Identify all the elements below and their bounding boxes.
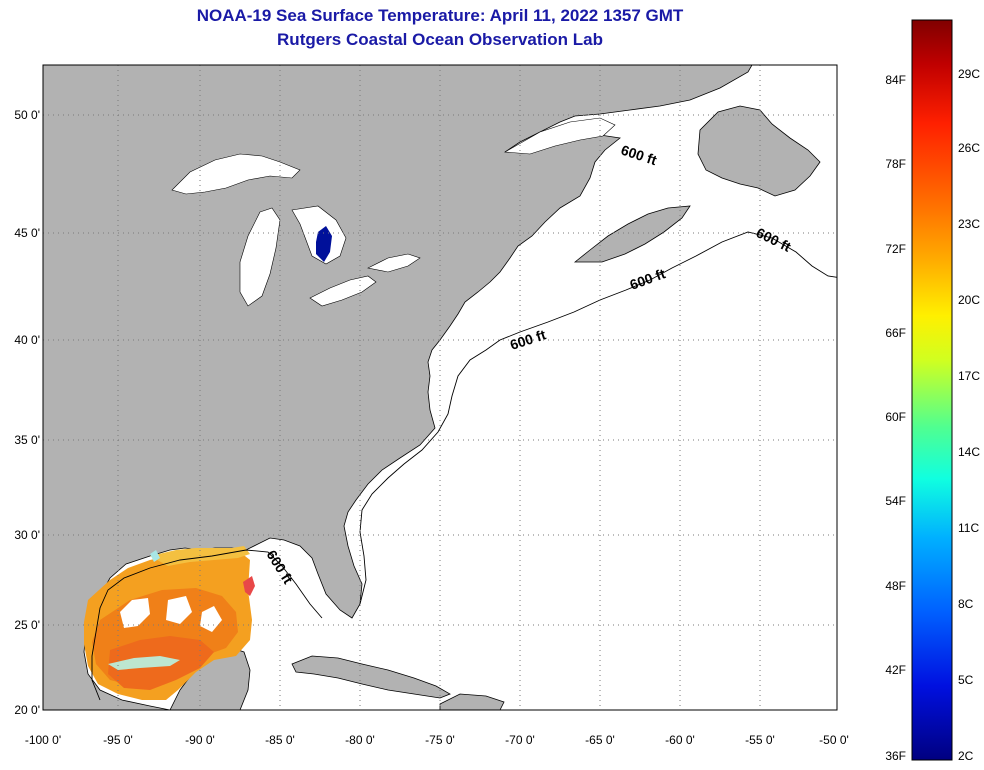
lat-label: 20 0' — [14, 703, 40, 717]
lat-label: 35 0' — [14, 433, 40, 447]
map-title: NOAA-19 Sea Surface Temperature: April 1… — [196, 6, 684, 25]
lon-label: -80 0' — [345, 733, 375, 747]
colorbar-f-label: 54F — [885, 494, 906, 508]
colorbar-celsius-labels: 29C 26C 23C 20C 17C 14C 11C 8C 5C 2C — [958, 67, 980, 763]
lat-label: 30 0' — [14, 528, 40, 542]
land-cuba — [291, 655, 451, 699]
isobath-600ft-gulf — [91, 549, 323, 701]
lat-label: 40 0' — [14, 333, 40, 347]
lat-label: 50 0' — [14, 108, 40, 122]
colorbar-f-label: 78F — [885, 157, 906, 171]
map-canvas — [43, 65, 837, 710]
land-newfoundland — [697, 105, 821, 197]
colorbar-f-label: 42F — [885, 663, 906, 677]
lon-label: -95 0' — [103, 733, 133, 747]
lon-label: -60 0' — [665, 733, 695, 747]
colorbar-f-label: 72F — [885, 242, 906, 256]
lake-superior — [171, 153, 301, 195]
lake-huron-sst-patch — [316, 226, 332, 262]
colorbar-c-label: 20C — [958, 293, 980, 307]
lon-label: -100 0' — [25, 733, 61, 747]
lon-label: -65 0' — [585, 733, 615, 747]
lon-label: -70 0' — [505, 733, 535, 747]
lake-erie — [309, 275, 377, 307]
lon-label: -55 0' — [745, 733, 775, 747]
lon-label: -50 0' — [819, 733, 849, 747]
colorbar-f-label: 48F — [885, 579, 906, 593]
lat-label: 25 0' — [14, 618, 40, 632]
colorbar-c-label: 2C — [958, 749, 974, 763]
map-frame — [42, 64, 838, 711]
colorbar-f-label: 60F — [885, 410, 906, 424]
lon-label: -75 0' — [425, 733, 455, 747]
lake-michigan — [239, 207, 281, 307]
lon-label: -90 0' — [185, 733, 215, 747]
colorbar-c-label: 23C — [958, 217, 980, 231]
latitude-axis: 50 0' 45 0' 40 0' 35 0' 30 0' 25 0' 20 0… — [14, 108, 40, 717]
lon-label: -85 0' — [265, 733, 295, 747]
colorbar-c-label: 8C — [958, 597, 974, 611]
colorbar-c-label: 17C — [958, 369, 980, 383]
colorbar-fahrenheit-labels: 84F 78F 72F 66F 60F 54F 48F 42F 36F — [885, 73, 906, 763]
colorbar-c-label: 26C — [958, 141, 980, 155]
lake-ontario — [367, 253, 421, 273]
land-hispaniola — [439, 693, 505, 710]
colorbar-f-label: 84F — [885, 73, 906, 87]
map-subtitle: Rutgers Coastal Ocean Observation Lab — [277, 30, 603, 49]
colorbar-c-label: 14C — [958, 445, 980, 459]
colorbar-c-label: 29C — [958, 67, 980, 81]
gulf-sst-patches — [84, 546, 255, 700]
colorbar-f-label: 36F — [885, 749, 906, 763]
colorbar-c-label: 11C — [958, 521, 979, 535]
colorbar-f-label: 66F — [885, 326, 906, 340]
lat-label: 45 0' — [14, 226, 40, 240]
land-nova-scotia — [573, 205, 691, 263]
st-lawrence-gulf — [504, 117, 616, 155]
longitude-axis: -100 0' -95 0' -90 0' -85 0' -80 0' -75 … — [25, 733, 849, 747]
colorbar-c-label: 5C — [958, 673, 974, 687]
isobath-600ft-atlantic — [359, 231, 837, 605]
colorbar — [911, 19, 953, 761]
